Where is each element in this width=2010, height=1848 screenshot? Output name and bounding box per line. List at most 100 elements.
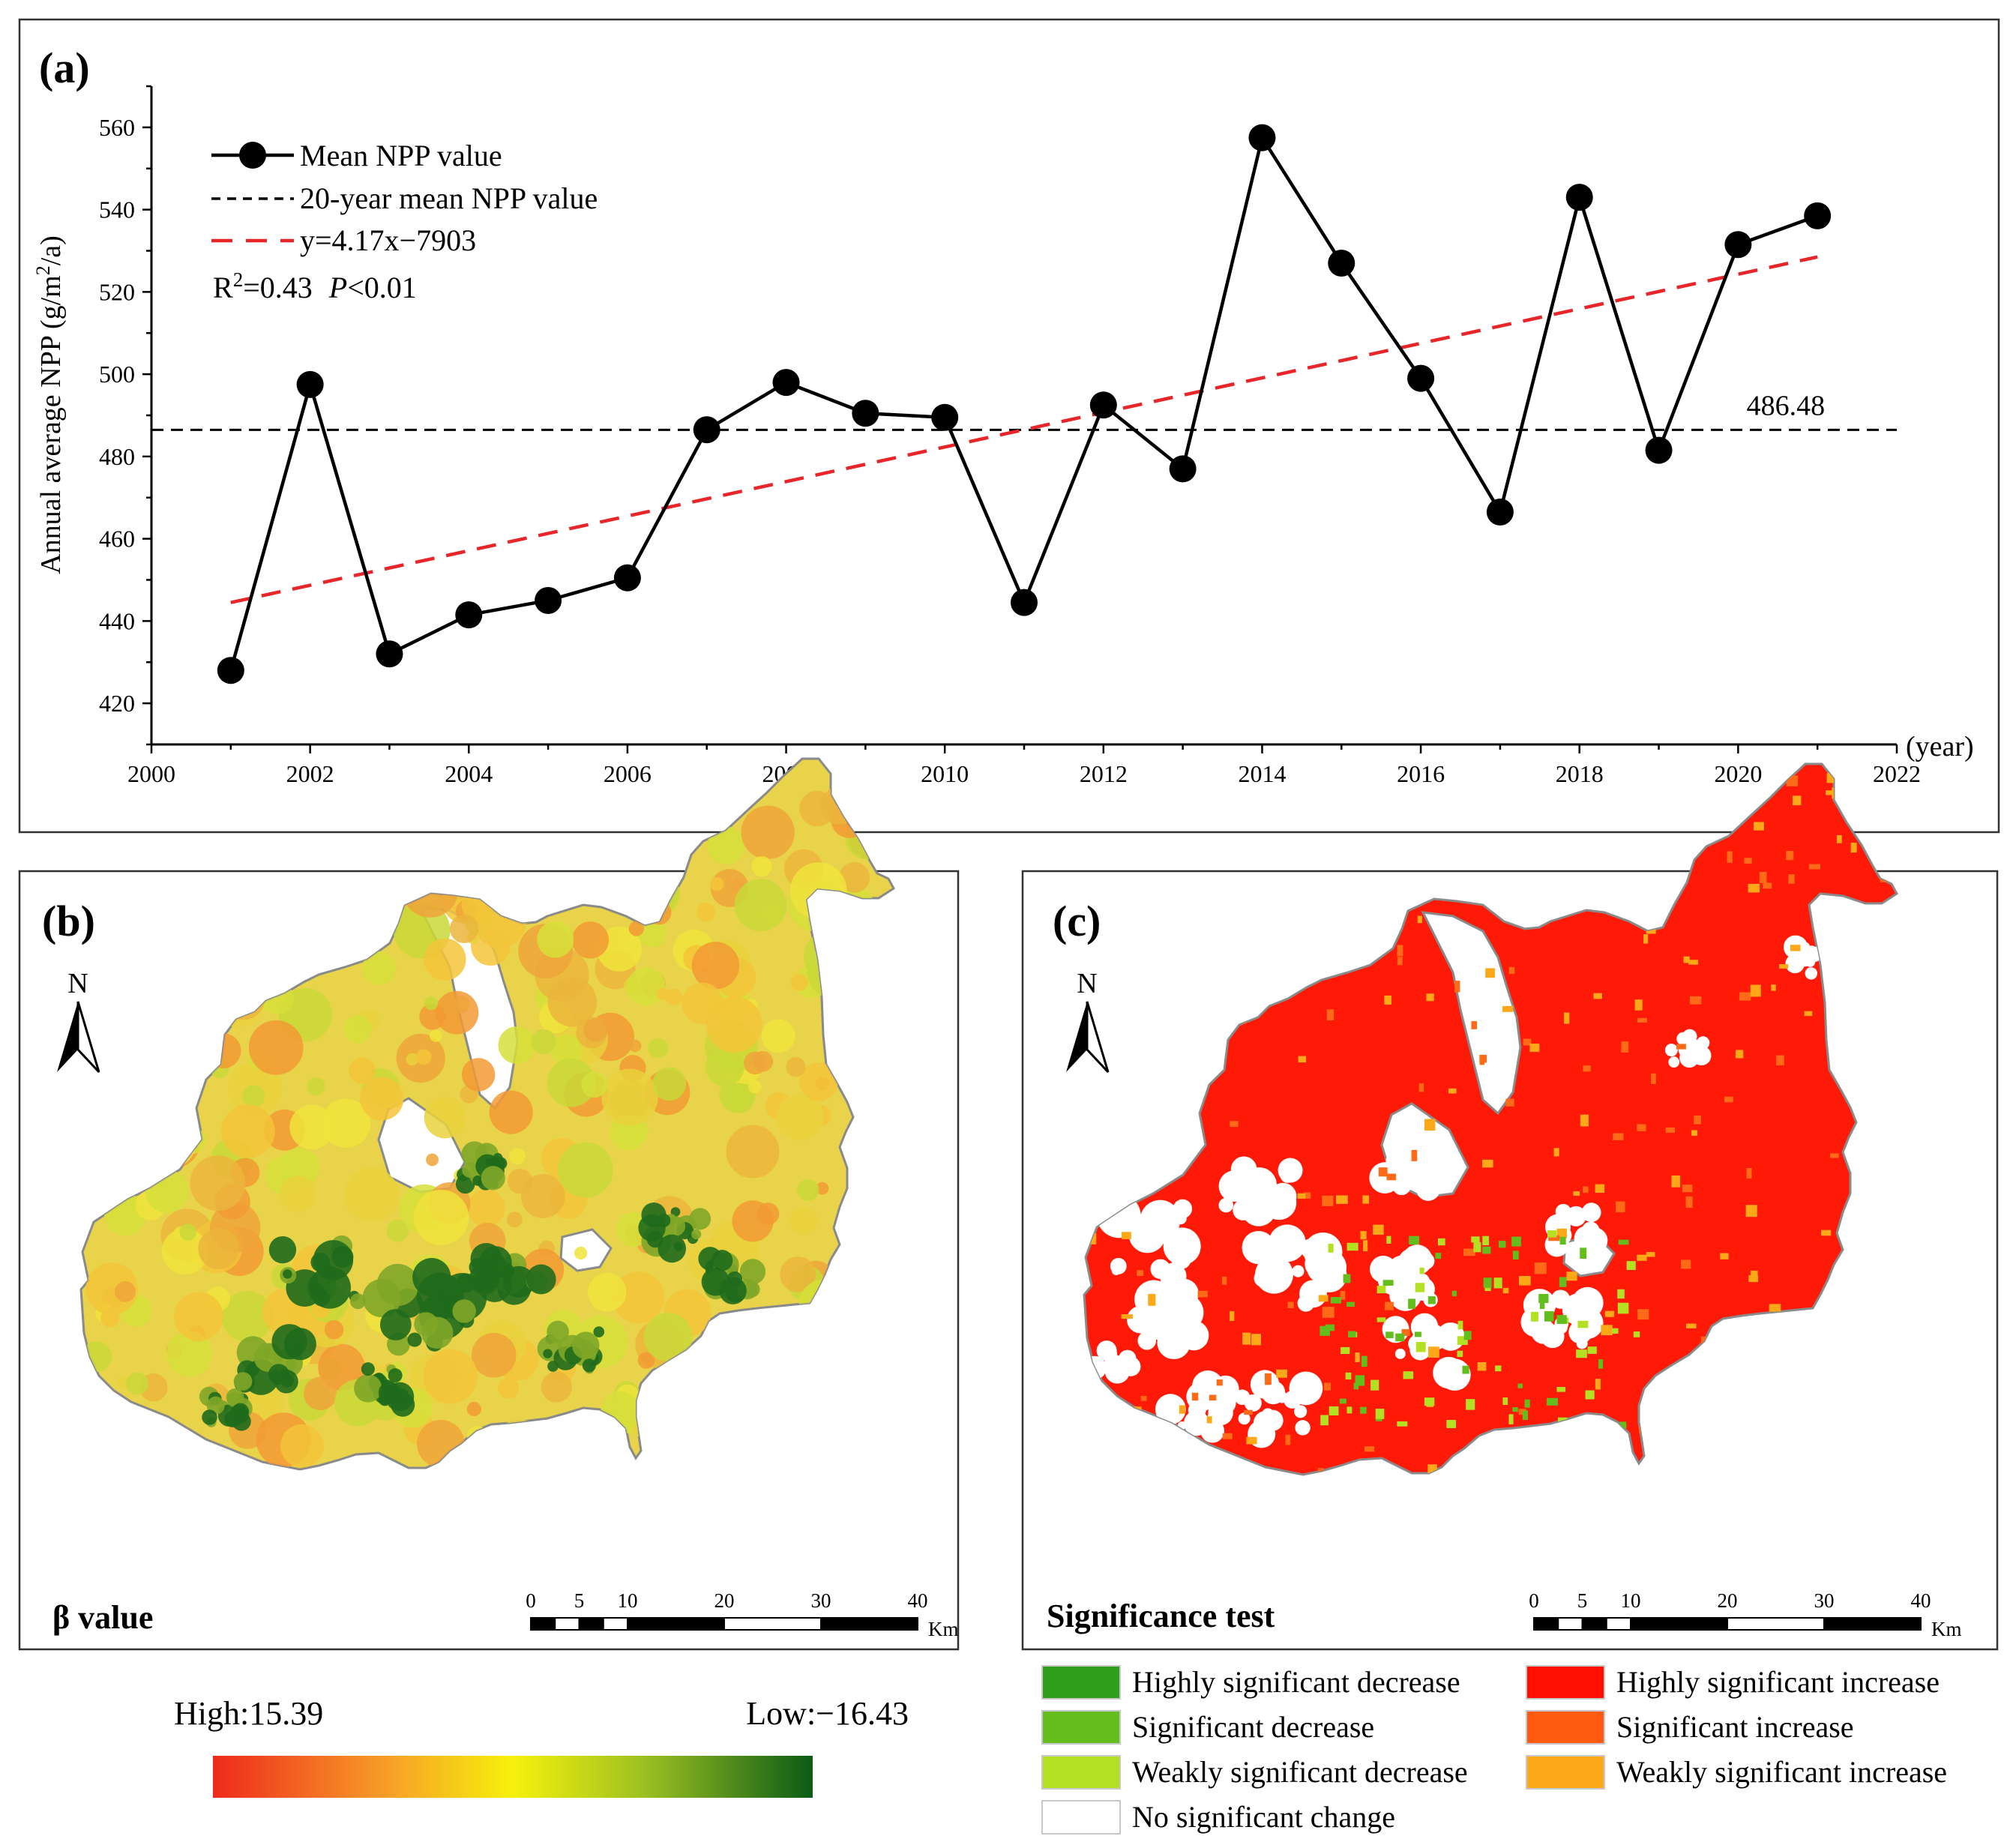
map-texture-cell: [1415, 1331, 1421, 1337]
map-texture-cell: [1397, 957, 1403, 966]
map-texture-cell: [1750, 984, 1761, 997]
map-texture-cell: [490, 759, 541, 779]
map-texture-cell: [166, 951, 220, 1005]
map-texture-cell: [481, 1166, 505, 1191]
map-texture-cell: [864, 1418, 894, 1469]
y-axis-title-text: Annual average NPP (g/m: [35, 275, 67, 574]
map-texture-cell: [1294, 1405, 1308, 1418]
map-texture-cell: [711, 1250, 733, 1271]
panel-a-frame: [18, 18, 2000, 834]
map-texture-cell: [1503, 874, 1514, 882]
map-texture-cell: [1361, 1355, 1367, 1367]
map-texture-cell: [1479, 1058, 1484, 1065]
map-texture-cell: [280, 1424, 324, 1468]
map-texture-cell: [1278, 1158, 1303, 1183]
map-texture-cell: [726, 1271, 742, 1287]
map-texture-cell: [1508, 966, 1515, 975]
map-texture-cell: [1559, 1236, 1566, 1245]
map-texture-cell: [821, 937, 837, 954]
mean-reference-label: 486.48: [1747, 390, 1826, 421]
legend-label-weakly-significant-increase: Weakly significant increase: [1616, 1755, 1947, 1789]
map-texture-cell: [1091, 1077, 1098, 1084]
map-texture-cell: [1376, 1317, 1386, 1322]
map-texture-cell: [856, 1421, 894, 1460]
map-texture-cell: [1633, 1331, 1640, 1337]
map-texture-cell: [1397, 945, 1403, 957]
map-texture-cell: [1519, 1275, 1531, 1286]
map-texture-cell: [643, 1439, 690, 1469]
map-texture-cell: [1511, 1236, 1521, 1247]
map-texture-cell: [655, 768, 704, 818]
map-texture-cell: [1269, 1224, 1306, 1262]
map-texture-cell: [1720, 1253, 1729, 1259]
map-texture-cell: [1408, 1298, 1415, 1309]
map-texture-cell: [1477, 1361, 1487, 1371]
map-texture-cell: [810, 1336, 846, 1373]
map-texture-cell: [1212, 963, 1220, 973]
map-texture-cell: [498, 759, 535, 792]
map-texture-cell: [81, 789, 93, 805]
map-texture-cell: [1767, 1449, 1773, 1461]
map-texture-cell: [1101, 1345, 1118, 1362]
map-texture-cell: [452, 996, 470, 1014]
scale-unit: Km: [928, 1618, 959, 1640]
map-texture-cell: [1505, 1098, 1514, 1107]
map-texture-cell: [1476, 1445, 1486, 1457]
map-texture-cell: [1646, 1252, 1655, 1257]
map-texture-cell: [1615, 1201, 1625, 1213]
map-texture-cell: [1322, 1195, 1334, 1206]
map-texture-cell: [1473, 1241, 1481, 1253]
map-texture-cell: [601, 1391, 641, 1431]
map-texture-cell: [1573, 1191, 1580, 1197]
map-texture-cell: [1232, 1003, 1242, 1008]
map-texture-cell: [139, 1056, 163, 1081]
map-texture-cell: [1232, 1473, 1242, 1475]
map-texture-cell: [179, 1127, 206, 1154]
map-texture-cell: [1748, 1353, 1760, 1362]
map-texture-cell: [751, 855, 772, 877]
map-texture-cell: [587, 1272, 627, 1312]
map-texture-cell: [1617, 767, 1627, 777]
map-texture-cell: [178, 1045, 211, 1079]
stats-text: R2=0.43 P<0.01: [213, 268, 417, 304]
map-texture-cell: [848, 1185, 893, 1230]
map-texture-cell: [221, 976, 265, 1020]
map-texture-cell: [340, 759, 379, 775]
scale-segment: [1533, 1617, 1559, 1631]
map-texture-cell: [221, 1290, 273, 1343]
map-texture-cell: [1111, 1065, 1123, 1073]
map-texture-cell: [461, 1058, 496, 1092]
map-texture-cell: [1580, 1114, 1589, 1127]
map-texture-cell: [836, 966, 891, 1022]
map-texture-cell: [1276, 1391, 1288, 1403]
map-texture-cell: [648, 1038, 669, 1059]
data-point-2006: [613, 564, 641, 592]
map-texture-cell: [1242, 1332, 1251, 1345]
map-texture-cell: [1466, 1399, 1475, 1410]
legend-swatch-highly-significant-decrease: [1041, 1665, 1121, 1700]
north-arrow-icon-half: [76, 1001, 100, 1074]
map-texture-cell: [295, 929, 312, 946]
map-texture-cell: [1637, 1017, 1647, 1023]
map-texture-cell: [1580, 1247, 1587, 1259]
map-texture-cell: [1553, 876, 1566, 883]
map-texture-cell: [1262, 920, 1274, 932]
map-texture-cell: [1650, 921, 1656, 927]
map-texture-cell: [379, 1309, 412, 1340]
map-texture-cell: [1328, 1244, 1334, 1253]
map-texture-cell: [1343, 1274, 1351, 1283]
map-texture-cell: [1753, 1382, 1764, 1389]
map-texture-cell: [1289, 1371, 1323, 1406]
map-texture-cell: [797, 1179, 819, 1201]
map-texture-cell: [1671, 1175, 1681, 1188]
map-texture-cell: [115, 1280, 136, 1302]
map-texture-cell: [1771, 984, 1776, 991]
map-texture-cell: [132, 1111, 164, 1144]
map-texture-cell: [1517, 1383, 1523, 1388]
map-texture-cell: [734, 879, 787, 932]
map-texture-cell: [342, 759, 361, 765]
map-texture-cell: [1745, 1205, 1757, 1218]
map-texture-cell: [349, 1057, 376, 1085]
map-texture-cell: [851, 1305, 882, 1336]
